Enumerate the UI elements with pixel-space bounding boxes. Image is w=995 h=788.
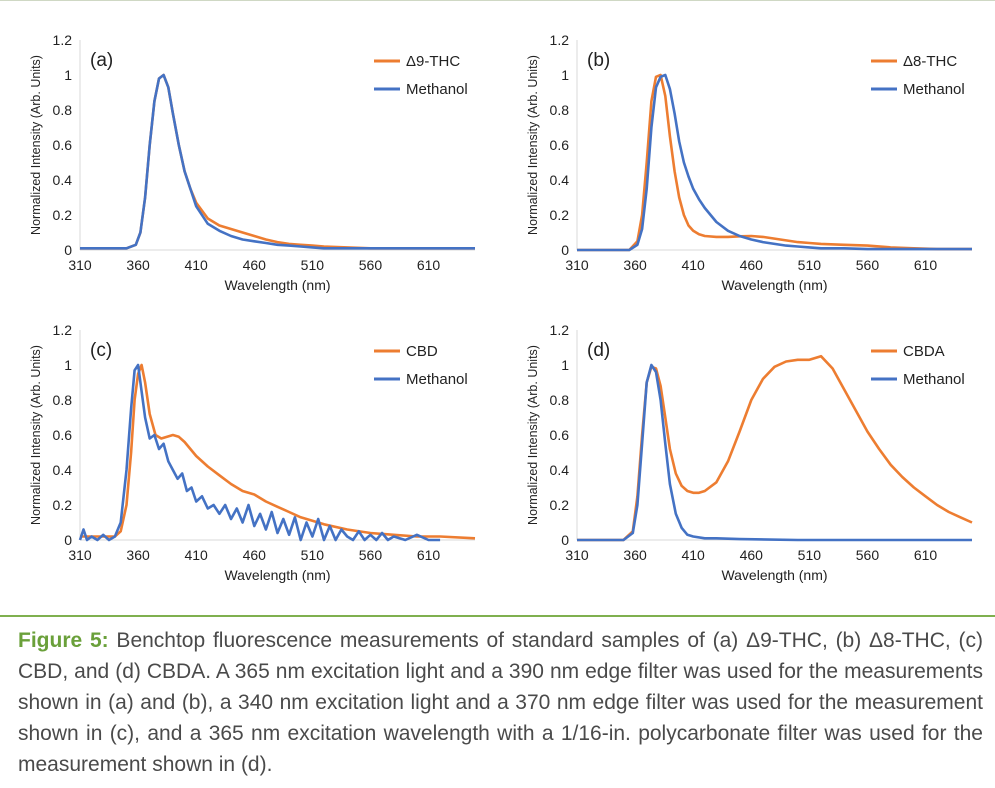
x-tick-label: 560 bbox=[856, 257, 880, 273]
x-axis-title: Wavelength (nm) bbox=[224, 277, 330, 293]
x-tick-label: 310 bbox=[565, 257, 589, 273]
legend-label: Methanol bbox=[406, 371, 468, 388]
chart-panel-b: 0 0.2 0.4 0.6 0.8 1 1.2 310 360 410 460 510 560 610 Wa… bbox=[526, 32, 972, 293]
y-tick-label: 0.8 bbox=[53, 102, 73, 118]
x-tick-label: 610 bbox=[417, 547, 441, 563]
x-tick-label: 510 bbox=[798, 257, 822, 273]
y-tick-label: 1 bbox=[64, 357, 72, 373]
y-tick-label: 0.2 bbox=[550, 207, 570, 223]
x-tick-label: 460 bbox=[740, 547, 764, 563]
x-tick-label: 310 bbox=[68, 547, 92, 563]
x-axis-title: Wavelength (nm) bbox=[721, 277, 827, 293]
legend-label: Δ8-THC bbox=[903, 53, 957, 70]
y-tick-label: 1 bbox=[64, 67, 72, 83]
y-tick-label: 1.2 bbox=[53, 322, 73, 338]
x-tick-label: 410 bbox=[184, 547, 208, 563]
x-tick-label: 460 bbox=[740, 257, 764, 273]
y-axis-title: Normalized Intensity (Arb. Units) bbox=[526, 345, 540, 525]
y-axis-title: Normalized Intensity (Arb. Units) bbox=[29, 55, 43, 235]
y-tick-label: 0.2 bbox=[53, 207, 73, 223]
x-tick-label: 360 bbox=[623, 547, 647, 563]
x-tick-label: 560 bbox=[359, 547, 383, 563]
x-tick-label: 360 bbox=[126, 257, 150, 273]
x-tick-label: 610 bbox=[914, 547, 938, 563]
figure-panels: 0 0.2 0.4 0.6 0.8 1 1.2 310 360 410 460 510 560 610 Wa… bbox=[29, 32, 973, 583]
x-tick-label: 310 bbox=[565, 547, 589, 563]
y-axis-title: Normalized Intensity (Arb. Units) bbox=[29, 345, 43, 525]
x-tick-label: 510 bbox=[301, 547, 325, 563]
y-tick-label: 0 bbox=[64, 242, 72, 258]
x-tick-label: 460 bbox=[243, 257, 267, 273]
legend-label: Methanol bbox=[903, 371, 965, 388]
y-tick-label: 0 bbox=[561, 532, 569, 548]
x-tick-label: 560 bbox=[856, 547, 880, 563]
legend-label: CBDA bbox=[903, 343, 945, 360]
caption-lead: Figure 5: bbox=[18, 629, 109, 652]
y-tick-label: 0.8 bbox=[550, 102, 570, 118]
x-axis-title: Wavelength (nm) bbox=[721, 567, 827, 583]
y-tick-label: 1.2 bbox=[550, 32, 570, 48]
caption-body: Benchtop fluorescence measurements of st… bbox=[18, 629, 983, 776]
x-tick-label: 360 bbox=[126, 547, 150, 563]
x-tick-label: 510 bbox=[798, 547, 822, 563]
series-line-methanol bbox=[577, 73, 972, 252]
y-tick-label: 0.6 bbox=[550, 427, 570, 443]
y-tick-label: 0 bbox=[64, 532, 72, 548]
series-line-sample bbox=[80, 363, 476, 540]
legend-label: Methanol bbox=[903, 81, 965, 98]
legend-label: Δ9-THC bbox=[406, 53, 460, 70]
y-tick-label: 0.8 bbox=[53, 392, 73, 408]
y-tick-label: 0.8 bbox=[550, 392, 570, 408]
x-tick-label: 610 bbox=[417, 257, 441, 273]
panel-label: (c) bbox=[90, 340, 112, 361]
chart-panel-a: 0 0.2 0.4 0.6 0.8 1 1.2 310 360 410 460 510 560 610 Wa… bbox=[29, 32, 475, 293]
x-tick-label: 410 bbox=[184, 257, 208, 273]
panel-label: (d) bbox=[587, 340, 610, 361]
x-tick-label: 410 bbox=[681, 547, 705, 563]
top-border bbox=[0, 0, 995, 1]
legend-label: CBD bbox=[406, 343, 438, 360]
x-axis-title: Wavelength (nm) bbox=[224, 567, 330, 583]
series-line-methanol bbox=[78, 363, 441, 542]
x-tick-label: 410 bbox=[681, 257, 705, 273]
series-line-methanol bbox=[577, 363, 972, 542]
y-tick-label: 0 bbox=[561, 242, 569, 258]
y-tick-label: 0.4 bbox=[550, 462, 570, 478]
series-line-sample bbox=[80, 73, 475, 250]
y-tick-label: 1.2 bbox=[53, 32, 73, 48]
y-tick-label: 0.6 bbox=[550, 137, 570, 153]
series-line-methanol bbox=[80, 73, 475, 250]
y-axis-title: Normalized Intensity (Arb. Units) bbox=[526, 55, 540, 235]
caption-separator bbox=[0, 615, 995, 617]
x-tick-label: 610 bbox=[914, 257, 938, 273]
y-tick-label: 1 bbox=[561, 357, 569, 373]
x-tick-label: 310 bbox=[68, 257, 92, 273]
y-tick-label: 0.6 bbox=[53, 427, 73, 443]
y-tick-label: 0.2 bbox=[550, 497, 570, 513]
chart-panel-c: 0 0.2 0.4 0.6 0.8 1 1.2 310 360 410 460 510 560 610 Wa… bbox=[29, 322, 476, 583]
y-tick-label: 0.2 bbox=[53, 497, 73, 513]
legend-label: Methanol bbox=[406, 81, 468, 98]
y-tick-label: 0.4 bbox=[53, 462, 73, 478]
y-tick-label: 1.2 bbox=[550, 322, 570, 338]
series-line-sample bbox=[577, 73, 972, 252]
y-tick-label: 0.4 bbox=[53, 172, 73, 188]
panel-label: (a) bbox=[90, 50, 113, 71]
y-tick-label: 0.4 bbox=[550, 172, 570, 188]
x-tick-label: 460 bbox=[243, 547, 267, 563]
y-tick-label: 0.6 bbox=[53, 137, 73, 153]
x-tick-label: 560 bbox=[359, 257, 383, 273]
y-tick-label: 1 bbox=[561, 67, 569, 83]
x-tick-label: 510 bbox=[301, 257, 325, 273]
figure-caption: Figure 5: Benchtop fluorescence measurem… bbox=[18, 625, 983, 780]
panel-label: (b) bbox=[587, 50, 610, 71]
chart-panel-d: 0 0.2 0.4 0.6 0.8 1 1.2 310 360 410 460 510 560 610 Wa… bbox=[526, 322, 973, 583]
x-tick-label: 360 bbox=[623, 257, 647, 273]
